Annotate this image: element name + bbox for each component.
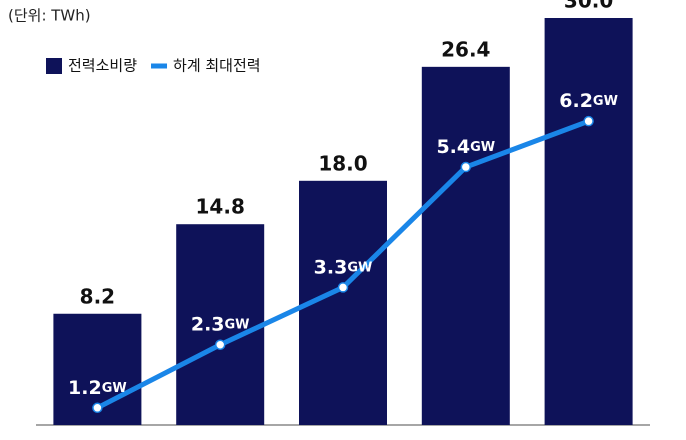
bar-value-label: 26.4: [441, 37, 490, 61]
line-value-unit: GW: [470, 140, 495, 155]
line-value-number: 1.2: [68, 376, 102, 398]
line-value-number: 2.3: [191, 313, 225, 335]
bar: [176, 224, 265, 425]
line-value-number: 5.4: [436, 136, 470, 158]
line-value-unit: GW: [225, 317, 250, 332]
line-value-label: 1.2GW: [68, 376, 127, 398]
line-value-label: 3.3GW: [314, 256, 373, 278]
subtitle: (단위: TWh): [8, 7, 91, 25]
bar-value-label: 18.0: [318, 151, 367, 175]
bar: [544, 18, 633, 425]
bar: [421, 66, 510, 425]
line-value-number: 6.2: [559, 90, 593, 112]
line-point: [337, 282, 349, 293]
legend-swatch: [46, 58, 62, 74]
bar-value-label: 30.0: [564, 0, 613, 13]
line-point: [583, 115, 594, 127]
line-value-label: 6.2GW: [559, 90, 618, 112]
bar-value-label: 14.8: [196, 195, 245, 219]
line-point: [460, 161, 472, 173]
bar-value-label: 8.2: [80, 284, 115, 308]
line-value-unit: GW: [593, 94, 618, 109]
line-value-number: 3.3: [314, 256, 348, 278]
line-point: [92, 402, 103, 414]
legend-label: 전력소비량: [68, 57, 137, 75]
line-value-unit: GW: [102, 380, 127, 395]
line-point: [214, 339, 226, 350]
line-value-label: 2.3GW: [191, 313, 250, 335]
line-value-unit: GW: [347, 260, 372, 275]
line-value-label: 5.4GW: [436, 136, 495, 158]
legend-label: 하계 최대전력: [173, 57, 261, 75]
